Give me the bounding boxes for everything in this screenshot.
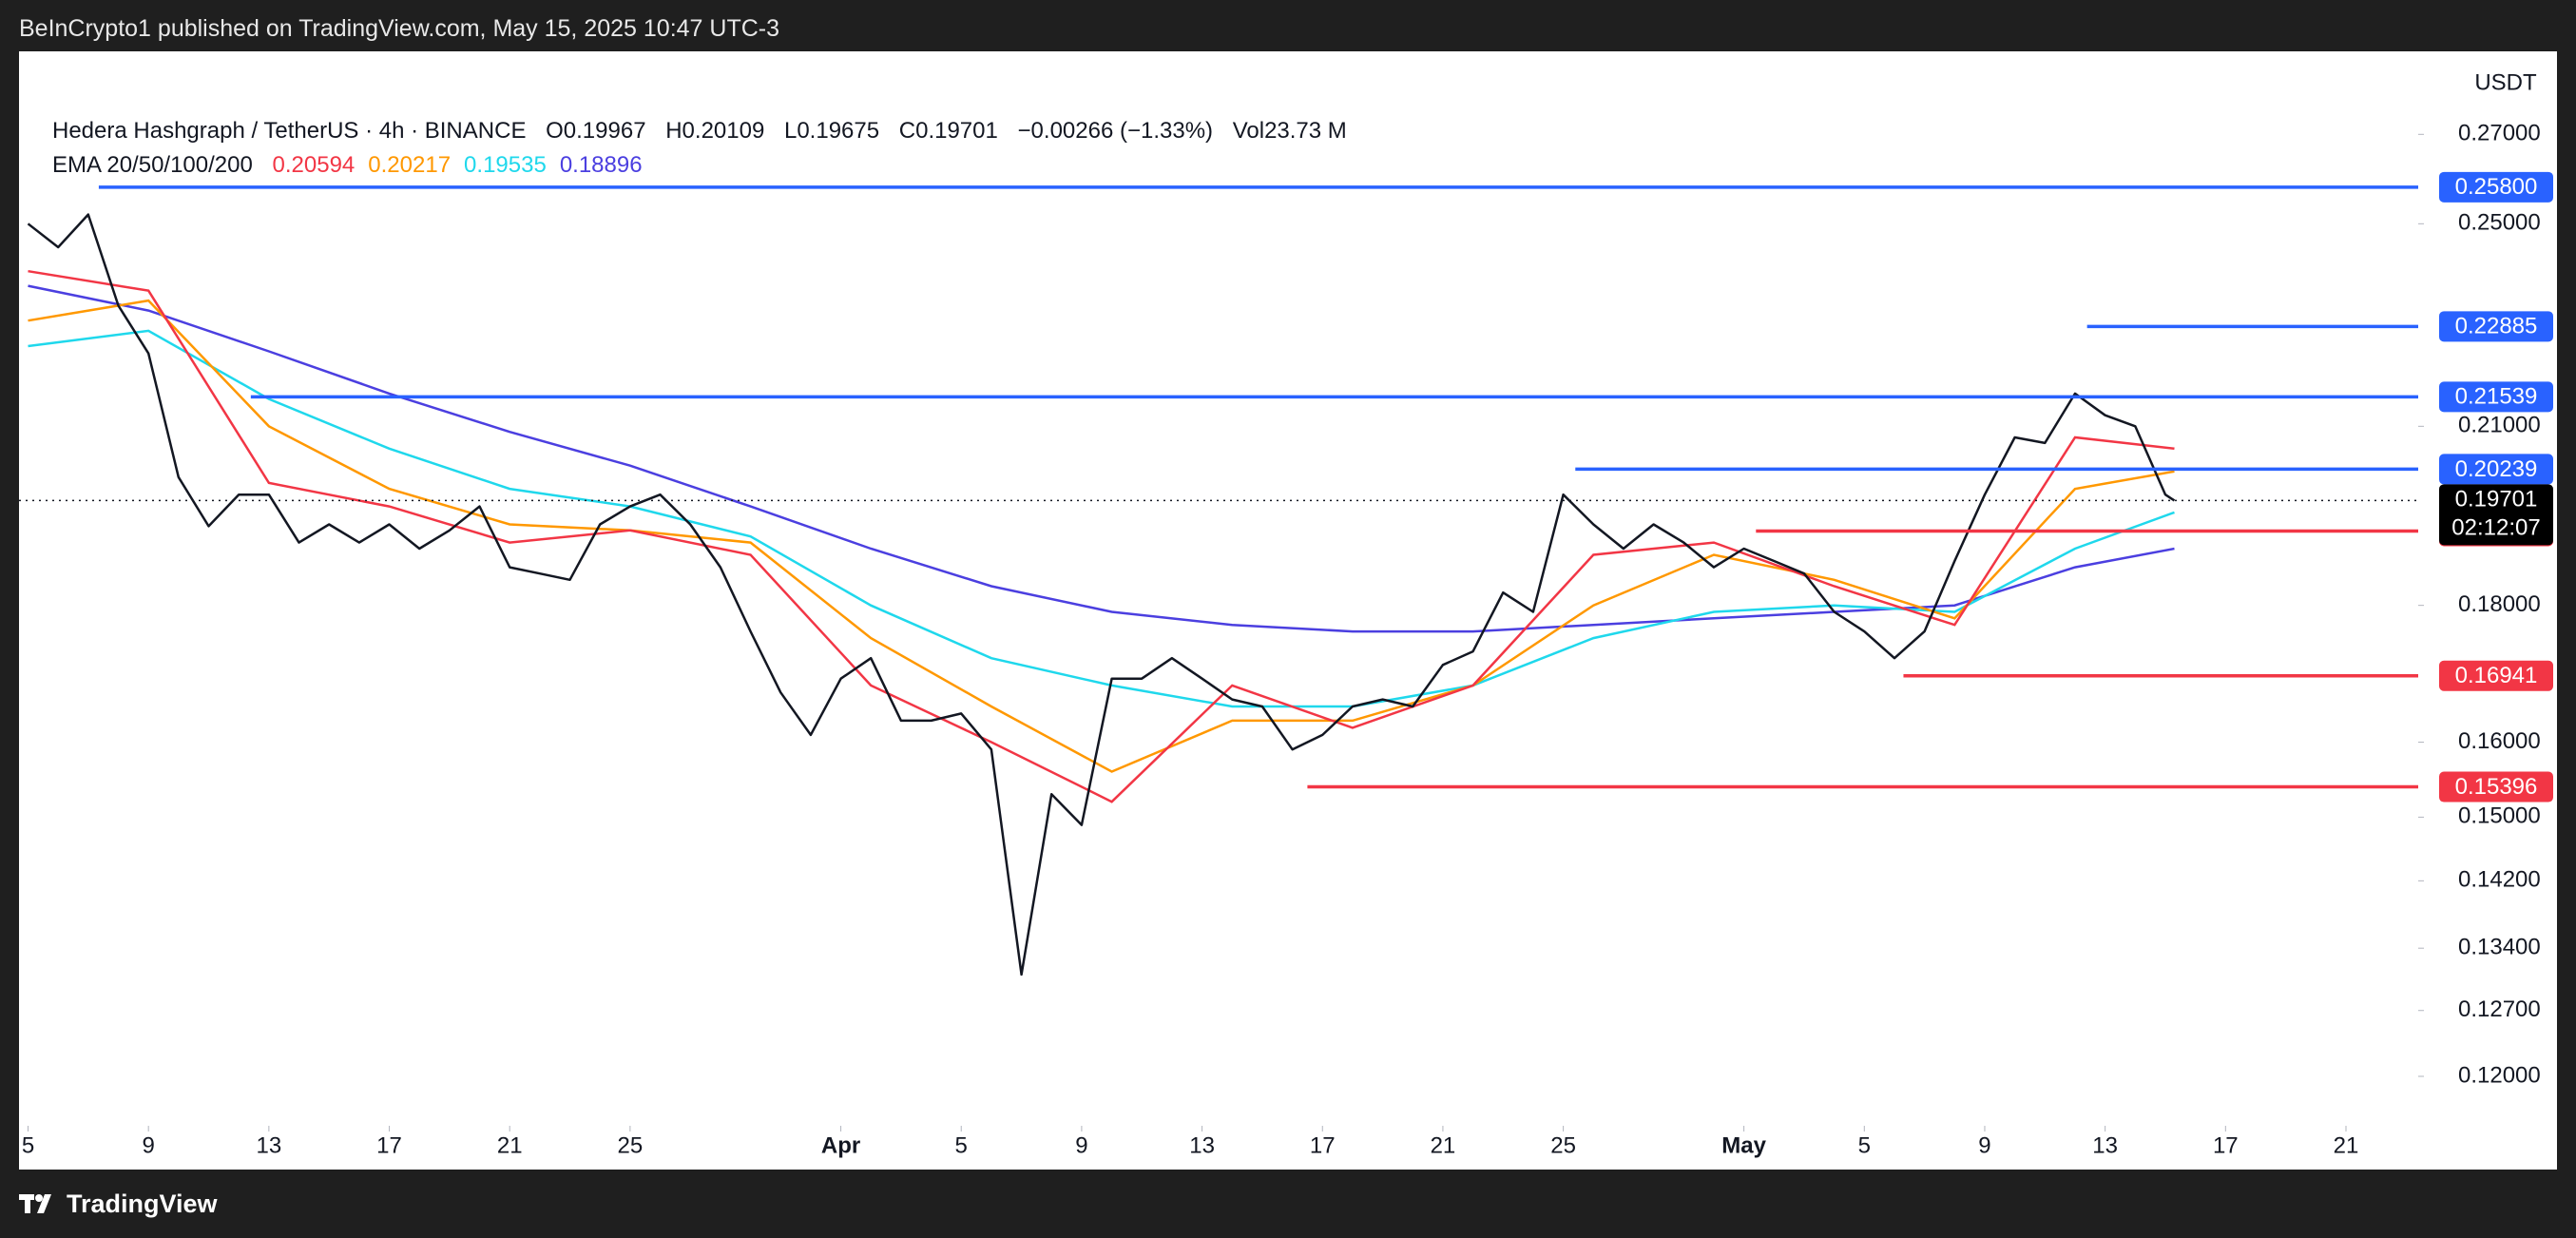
x-tick-label: 5 <box>955 1132 968 1158</box>
level-label-box <box>2439 311 2553 342</box>
price-line <box>27 213 2176 977</box>
y-tick-label: 0.12000 <box>2458 1062 2541 1088</box>
y-tick-label: 0.25000 <box>2458 210 2541 236</box>
y-tick-label: 0.13400 <box>2458 935 2541 960</box>
y-tick-label: 0.21000 <box>2458 413 2541 438</box>
ema-line <box>28 329 2175 708</box>
x-tick-label: 13 <box>256 1132 281 1158</box>
level-label: 0.16941 <box>2455 663 2538 688</box>
level-label-box <box>2439 454 2553 485</box>
ohlc: C0.19701 <box>898 118 998 144</box>
ohlc: L0.19675 <box>783 118 880 144</box>
y-tick-label: 0.14200 <box>2458 867 2541 893</box>
x-tick-label: 9 <box>1075 1132 1087 1158</box>
y-tick-label: 0.15000 <box>2458 803 2541 829</box>
level-label: 0.21539 <box>2455 384 2538 410</box>
chart: USDT 0.27000 0.25000 0.21000 0.18000 0.16000 0… <box>19 69 2553 1158</box>
level-label: 0.25800 <box>2455 174 2538 200</box>
countdown: 02:12:07 <box>2451 515 2540 541</box>
current-price-label: 0.19701 <box>2455 487 2538 513</box>
x-tick-label: 21 <box>2334 1132 2359 1158</box>
legend: Hedera Hashgraph / TetherUS · 4h · BINAN… <box>52 114 1360 183</box>
symbol-row: Hedera Hashgraph / TetherUS · 4h · BINAN… <box>52 114 1360 148</box>
chart-panel: USDT 0.27000 0.25000 0.21000 0.18000 0.16000 0… <box>19 51 2557 1170</box>
footer: TradingView <box>19 1170 218 1238</box>
ema-label: EMA 20/50/100/200 <box>52 152 253 178</box>
currency: USDT <box>2474 69 2537 95</box>
level-label-box <box>2439 171 2553 203</box>
level-label: 0.22885 <box>2455 314 2538 339</box>
ema-value: 0.19535 <box>464 152 547 178</box>
change: −0.00266 (−1.33%) <box>1017 118 1214 144</box>
x-tick-label: 9 <box>142 1132 154 1158</box>
level-label-box <box>2439 660 2553 691</box>
x-tick-label: May <box>1721 1132 1766 1158</box>
symbol: Hedera Hashgraph / TetherUS · 4h · BINAN… <box>52 118 527 144</box>
y-tick-label: 0.18000 <box>2458 591 2541 617</box>
x-tick-label: Apr <box>821 1132 860 1158</box>
y-tick-label: 0.12700 <box>2458 996 2541 1022</box>
ohlc: O0.19967 <box>546 118 646 144</box>
level-label: 0.20239 <box>2455 456 2538 482</box>
x-tick-label: 25 <box>618 1132 644 1158</box>
x-tick-label: 25 <box>1550 1132 1576 1158</box>
volume: Vol23.73 M <box>1232 118 1347 144</box>
ema-row: EMA 20/50/100/200 0.20594 0.20217 0.19535 0… <box>52 148 1360 183</box>
logo <box>19 1194 51 1213</box>
level-label-box <box>2439 771 2553 803</box>
x-tick-label: 9 <box>1978 1132 1990 1158</box>
ema-value: 0.20594 <box>272 152 356 178</box>
x-tick-label: 17 <box>376 1132 402 1158</box>
ohlc: H0.20109 <box>665 118 765 144</box>
publish-info: BeInCrypto1 published on TradingView.com… <box>19 15 779 42</box>
y-tick-label: 0.27000 <box>2458 121 2541 146</box>
y-tick-label: 0.16000 <box>2458 728 2541 754</box>
ema-value: 0.20217 <box>368 152 452 178</box>
x-tick-label: 13 <box>2092 1132 2118 1158</box>
brand: TradingView <box>67 1189 218 1218</box>
x-tick-label: 21 <box>497 1132 523 1158</box>
level-label: 0.15396 <box>2455 774 2538 800</box>
ema-value: 0.18896 <box>559 152 643 178</box>
x-tick-label: 17 <box>2213 1132 2239 1158</box>
ema-line <box>28 299 2175 773</box>
ema-line <box>28 284 2175 633</box>
ema-line <box>28 269 2175 803</box>
x-tick-label: 5 <box>22 1132 34 1158</box>
x-tick-label: 21 <box>1431 1132 1456 1158</box>
x-tick-label: 5 <box>1858 1132 1871 1158</box>
x-tick-label: 13 <box>1189 1132 1215 1158</box>
level-label-box <box>2439 381 2553 413</box>
x-tick-label: 17 <box>1310 1132 1336 1158</box>
current-price-box <box>2439 484 2553 546</box>
